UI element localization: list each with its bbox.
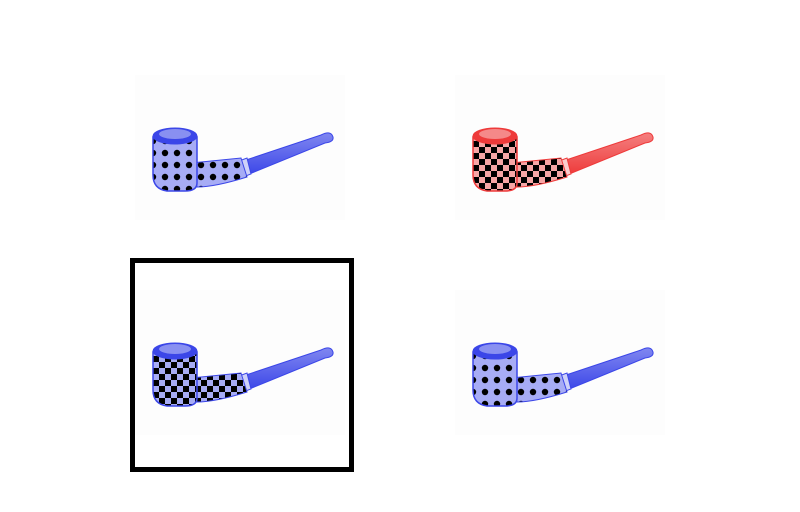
option-1[interactable]	[135, 75, 345, 220]
option-4[interactable]	[455, 290, 665, 435]
option-3[interactable]	[135, 290, 345, 435]
blue-pipe-dotted-icon	[152, 127, 334, 192]
option-2[interactable]	[455, 75, 665, 220]
blue-pipe-dotted-icon	[472, 342, 654, 407]
blue-pipe-checkered-icon	[152, 342, 334, 407]
red-pipe-checkered-icon	[472, 127, 654, 192]
